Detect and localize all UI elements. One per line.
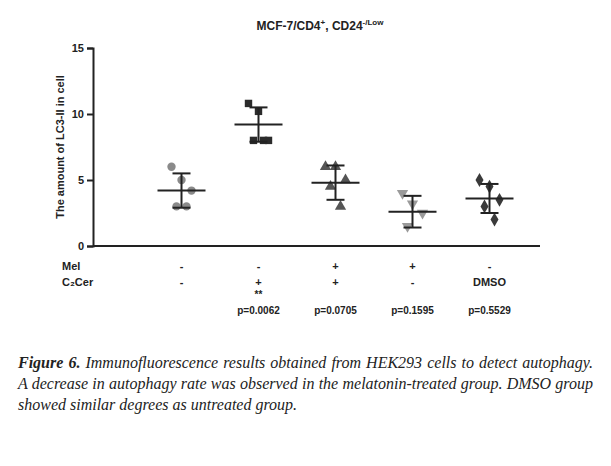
- row-value: DMSO: [473, 276, 506, 288]
- data-point: [491, 213, 499, 227]
- chart: MCF-7/CD4+, CD24-/Low051015The amount of…: [0, 0, 611, 466]
- row-value: -: [180, 260, 184, 272]
- row-value: +: [255, 276, 261, 288]
- mean-line: [389, 211, 437, 213]
- row-label: Mel: [62, 260, 80, 272]
- p-value: p=0.5529: [468, 305, 511, 316]
- x-axis-line: [93, 245, 540, 247]
- data-point: [250, 137, 257, 144]
- p-value: p=0.1595: [391, 305, 434, 316]
- data-point: [245, 100, 252, 107]
- p-value: p=0.0705: [314, 305, 357, 316]
- mean-line: [466, 197, 514, 199]
- title-part: , CD24: [325, 19, 363, 33]
- row-value: -: [488, 260, 492, 272]
- error-cap: [173, 172, 191, 174]
- data-point: [172, 202, 180, 210]
- error-cap: [327, 199, 345, 201]
- row-value: -: [411, 276, 415, 288]
- y-tick: 10: [72, 108, 93, 120]
- caption: Figure 6. Immunofluorescence results obt…: [18, 352, 593, 415]
- row-value: -: [257, 260, 261, 272]
- error-cap: [481, 212, 499, 214]
- y-tick: 0: [78, 240, 93, 252]
- mean-line: [235, 124, 283, 126]
- caption-text: Immunofluorescence results obtained from…: [18, 354, 593, 413]
- y-tick-mark: [87, 180, 93, 182]
- p-value: p=0.0062: [237, 305, 280, 316]
- y-tick-mark: [87, 114, 93, 116]
- y-tick: 15: [72, 42, 93, 54]
- caption-space: [80, 354, 85, 371]
- data-point: [481, 199, 489, 213]
- error-cap: [404, 227, 422, 229]
- y-tick-label: 0: [78, 240, 84, 252]
- mean-line: [158, 190, 206, 192]
- data-point: [397, 190, 408, 200]
- data-point: [496, 193, 504, 207]
- y-tick: 5: [78, 174, 93, 186]
- y-tick-label: 10: [72, 108, 84, 120]
- error-cap: [250, 106, 268, 108]
- y-axis-line: [87, 49, 94, 247]
- error-cap: [404, 195, 422, 197]
- y-axis: 0 5 10 15: [72, 42, 94, 252]
- mean-line: [312, 182, 360, 184]
- y-tick-label: 5: [78, 174, 84, 186]
- title: MCF-7/CD4+, CD24-/Low: [257, 18, 385, 33]
- row-value: +: [409, 260, 415, 272]
- error-cap: [173, 207, 191, 209]
- error-cap: [250, 141, 268, 143]
- error-cap: [327, 164, 345, 166]
- caption-label: Figure 6.: [18, 354, 80, 371]
- title-part: -/Low: [363, 18, 385, 27]
- y-tick-mark: [87, 48, 93, 50]
- significance: **: [255, 289, 263, 300]
- y-tick-label: 15: [72, 42, 84, 54]
- error-cap: [481, 183, 499, 185]
- y-tick-mark: [87, 246, 93, 248]
- data-point: [167, 163, 175, 171]
- data-point: [182, 202, 190, 210]
- y-axis-title: The amount of LC3-II in cell: [54, 75, 66, 219]
- row-value: -: [180, 276, 184, 288]
- data-point: [260, 137, 267, 144]
- row-value: +: [332, 276, 338, 288]
- plot-area: [158, 100, 514, 233]
- row-label: C₂Cer: [62, 276, 94, 288]
- row-value: +: [332, 260, 338, 272]
- data-point: [335, 200, 346, 210]
- title-part: MCF-7/CD4: [257, 19, 321, 33]
- figure: {"chart_data": { "type": "dot_plot", "ti…: [0, 0, 611, 466]
- data-point: [325, 180, 336, 190]
